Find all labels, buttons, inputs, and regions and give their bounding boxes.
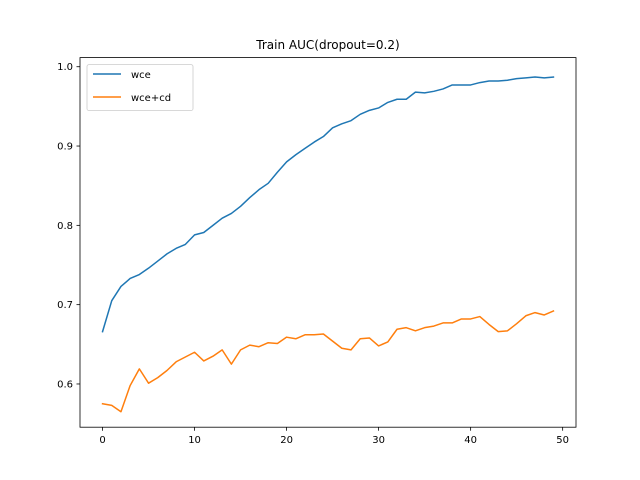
legend: wce wce+cd bbox=[86, 64, 194, 111]
y-axis: 0.6 0.7 0.8 0.9 1.0 bbox=[57, 62, 80, 390]
y-tick-label: 0.8 bbox=[57, 221, 73, 232]
legend-box bbox=[86, 64, 194, 111]
x-tick-label: 10 bbox=[188, 435, 201, 446]
legend-label-wce-cd: wce+cd bbox=[131, 93, 171, 104]
x-tick-label: 30 bbox=[372, 435, 385, 446]
x-tick-label: 0 bbox=[99, 435, 105, 446]
plot-frame bbox=[79, 57, 577, 428]
y-tick-label: 0.7 bbox=[57, 300, 73, 311]
x-axis: 0 10 20 30 40 50 bbox=[99, 427, 569, 446]
y-tick-label: 0.9 bbox=[57, 142, 73, 153]
legend-label-wce: wce bbox=[131, 70, 151, 81]
series-line-wce-cd bbox=[101, 310, 555, 413]
x-tick-label: 50 bbox=[556, 435, 569, 446]
y-tick-label: 0.6 bbox=[57, 379, 73, 390]
series-line-wce bbox=[101, 76, 555, 333]
x-tick-label: 40 bbox=[464, 435, 477, 446]
x-tick-label: 20 bbox=[280, 435, 293, 446]
y-tick-label: 1.0 bbox=[57, 62, 73, 73]
chart-title: Train AUC(dropout=0.2) bbox=[255, 38, 399, 52]
plot-lines bbox=[101, 76, 555, 413]
